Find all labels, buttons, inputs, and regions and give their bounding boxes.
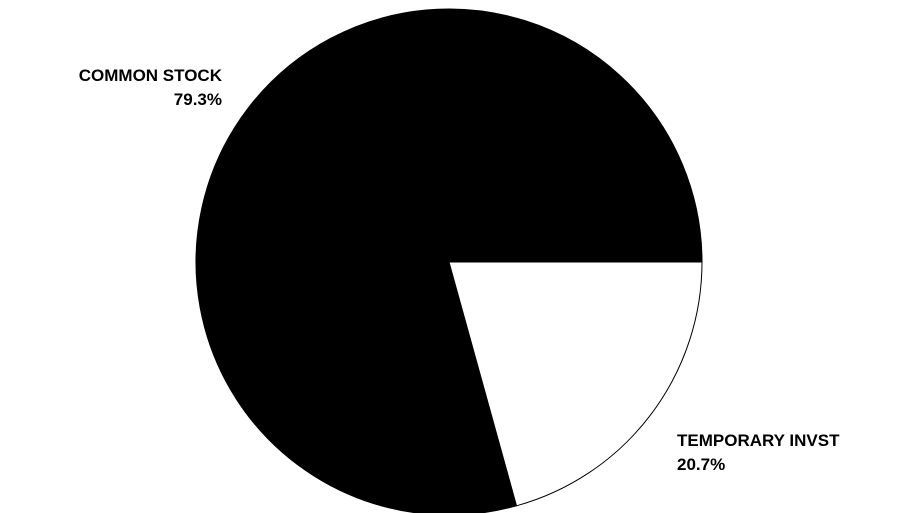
slice-label-temporary-invst-value: 20.7%: [677, 455, 725, 474]
pie-slice-temporary-invst: [448, 261, 703, 507]
pie-slice-common-stock: [195, 8, 703, 513]
slice-label-common-stock-value: 79.3%: [174, 90, 222, 109]
slice-label-temporary-invst-name: TEMPORARY INVST: [677, 431, 840, 450]
pie-slices: [195, 8, 703, 513]
slice-label-common-stock-name: COMMON STOCK: [79, 66, 223, 85]
